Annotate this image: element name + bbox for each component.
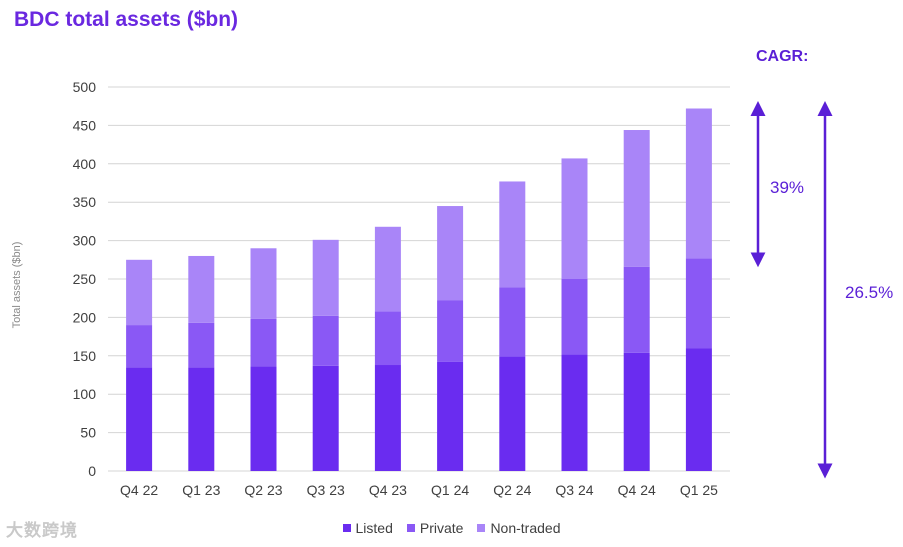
bar-non-traded-8: [623, 130, 650, 267]
x-tick-label-7: Q3 24: [555, 482, 593, 498]
y-tick-label-500: 500: [73, 79, 97, 95]
x-tick-label-2: Q2 23: [244, 482, 282, 498]
legend-label-listed: Listed: [355, 520, 393, 536]
legend: Listed Private Non-traded: [0, 520, 903, 536]
bar-private-1: [188, 322, 215, 368]
x-tick-label-5: Q1 24: [431, 482, 469, 498]
x-tick-label-3: Q3 23: [307, 482, 345, 498]
bar-non-traded-2: [250, 248, 277, 319]
legend-label-private: Private: [419, 520, 464, 536]
cagr-header: CAGR:: [756, 48, 809, 65]
bar-private-8: [623, 266, 650, 353]
bar-private-2: [250, 318, 277, 367]
y-tick-label-200: 200: [73, 309, 97, 325]
y-tick-label-400: 400: [73, 156, 97, 172]
legend-label-non-traded: Non-traded: [490, 520, 561, 536]
bar-non-traded-1: [188, 255, 215, 323]
bar-non-traded-5: [437, 206, 464, 301]
bar-listed-5: [437, 361, 464, 471]
bar-private-5: [437, 300, 464, 362]
bar-private-6: [499, 287, 526, 357]
y-tick-label-450: 450: [73, 117, 97, 133]
x-tick-label-1: Q1 23: [182, 482, 220, 498]
x-tick-label-4: Q4 23: [369, 482, 407, 498]
cagr-value-26-5: 26.5%: [845, 283, 894, 302]
legend-item-non-traded: Non-traded: [477, 520, 560, 536]
y-tick-label-100: 100: [73, 386, 97, 402]
legend-swatch-private: [406, 524, 415, 532]
bar-private-7: [561, 279, 588, 355]
bar-non-traded-4: [374, 226, 401, 312]
bar-private-9: [685, 258, 712, 349]
y-tick-label-350: 350: [73, 194, 97, 210]
bar-non-traded-9: [685, 108, 712, 259]
y-tick-label-250: 250: [73, 271, 97, 287]
legend-swatch-non-traded: [477, 524, 486, 532]
x-tick-label-9: Q1 25: [680, 482, 718, 498]
chart-title: BDC total assets ($bn): [14, 8, 239, 31]
bar-listed-8: [623, 352, 650, 471]
y-tick-label-300: 300: [73, 233, 97, 249]
bar-private-4: [374, 311, 401, 366]
bar-listed-0: [126, 367, 153, 471]
y-tick-label-150: 150: [73, 348, 97, 364]
bar-listed-2: [250, 366, 277, 471]
bar-listed-7: [561, 354, 588, 471]
bar-listed-9: [685, 348, 712, 471]
legend-item-listed: Listed: [342, 520, 393, 536]
bar-non-traded-6: [499, 181, 526, 288]
x-tick-label-6: Q2 24: [493, 482, 531, 498]
x-tick-label-0: Q4 22: [120, 482, 158, 498]
bar-listed-3: [312, 365, 339, 471]
bar-listed-4: [374, 365, 401, 471]
bar-non-traded-3: [312, 239, 339, 316]
watermark-logo: 大数跨境: [6, 521, 78, 540]
x-tick-label-8: Q4 24: [618, 482, 656, 498]
bar-listed-1: [188, 367, 215, 471]
legend-item-private: Private: [406, 520, 464, 536]
bar-private-3: [312, 315, 339, 366]
cagr-value-39: 39%: [770, 178, 805, 197]
bar-listed-6: [499, 356, 526, 471]
bar-non-traded-7: [561, 158, 588, 279]
y-tick-label-0: 0: [88, 463, 96, 479]
legend-swatch-listed: [342, 524, 351, 532]
bar-non-traded-0: [126, 259, 153, 326]
y-axis-label: Total assets ($bn): [11, 241, 23, 329]
y-tick-label-50: 50: [80, 425, 96, 441]
bar-private-0: [126, 325, 153, 368]
